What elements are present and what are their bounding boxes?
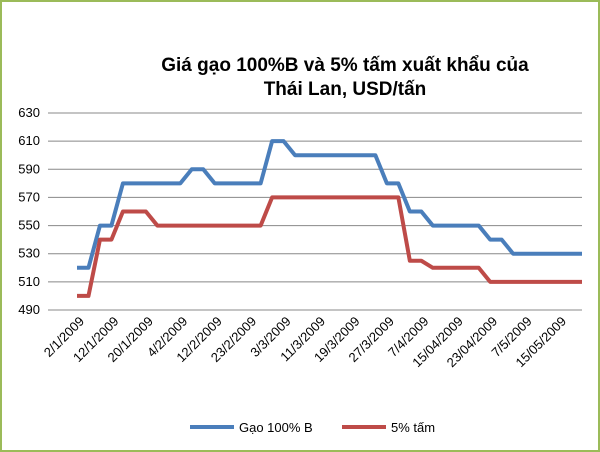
legend-label: 5% tấm	[391, 420, 435, 435]
y-tick-label: 530	[18, 246, 40, 261]
y-tick-label: 490	[18, 302, 40, 317]
legend-label: Gạo 100% B	[239, 420, 313, 435]
y-tick-label: 610	[18, 133, 40, 148]
y-tick-label: 510	[18, 274, 40, 289]
y-tick-label: 630	[18, 105, 40, 120]
y-tick-label: 570	[18, 189, 40, 204]
chart-title: Giá gạo 100%B và 5% tấm xuất khẩu của Th…	[161, 55, 529, 100]
y-tick-label: 550	[18, 218, 40, 233]
y-tick-label: 590	[18, 161, 40, 176]
series-line	[77, 139, 582, 270]
series-line	[77, 195, 582, 298]
